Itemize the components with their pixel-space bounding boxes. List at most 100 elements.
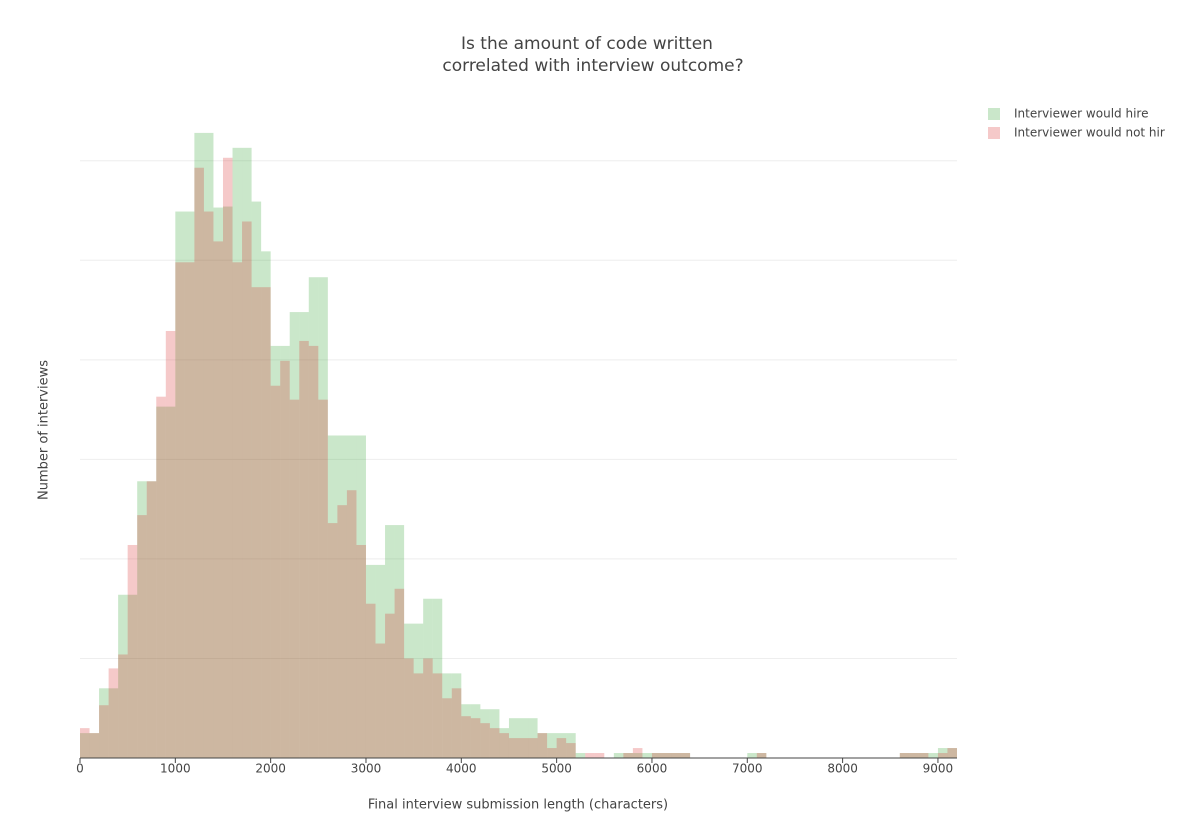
x-axis-title: Final interview submission length (chara…: [368, 798, 668, 813]
bar: [632, 748, 643, 758]
bar: [80, 733, 90, 758]
bar: [118, 654, 128, 758]
bar: [118, 594, 128, 758]
bar: [423, 658, 433, 758]
bar: [327, 523, 338, 758]
bar: [299, 312, 309, 758]
bar: [346, 490, 357, 758]
legend-label: Interviewer would not hir: [1014, 126, 1165, 140]
bar: [518, 738, 529, 758]
bar: [413, 623, 424, 758]
bar: [242, 221, 252, 759]
bar: [137, 515, 147, 758]
bar: [337, 435, 347, 758]
bar: [547, 748, 557, 758]
bar: [213, 241, 223, 758]
bar: [337, 505, 347, 758]
bar: [89, 733, 100, 758]
bar: [661, 753, 672, 758]
bar: [251, 201, 262, 758]
bar: [442, 673, 452, 758]
bar: [184, 211, 195, 759]
y-axis-title: Number of interviews: [37, 360, 52, 500]
bar: [356, 435, 366, 758]
bar: [280, 345, 290, 758]
bar: [308, 277, 319, 758]
bar: [146, 481, 157, 758]
bar: [537, 733, 548, 758]
bar: [909, 753, 919, 758]
chart-title: Is the amount of code written: [461, 34, 713, 54]
bar: [99, 688, 109, 758]
bar: [175, 211, 185, 759]
bar: [194, 167, 204, 758]
bar: [375, 643, 386, 758]
bar: [127, 544, 138, 758]
x-tick-label: 5000: [541, 762, 572, 776]
bar: [756, 753, 767, 758]
bar: [404, 623, 414, 758]
bar: [566, 733, 576, 758]
bar: [251, 287, 262, 758]
bar: [575, 753, 586, 758]
bar: [499, 728, 509, 758]
bar: [470, 704, 481, 758]
bar: [80, 728, 90, 758]
bar: [423, 598, 433, 758]
bar: [566, 743, 576, 758]
bar: [108, 668, 119, 758]
bar: [461, 704, 471, 758]
bar: [222, 157, 233, 758]
bar: [508, 738, 519, 758]
bar: [261, 287, 271, 758]
bar: [299, 340, 309, 758]
bar: [318, 277, 328, 758]
bar: [270, 345, 281, 758]
bar: [156, 406, 166, 758]
bar: [613, 753, 624, 758]
bar: [222, 206, 233, 758]
bar: [671, 753, 681, 758]
bar: [680, 753, 691, 758]
bar: [404, 658, 414, 758]
bar: [432, 598, 443, 758]
bar: [394, 588, 405, 758]
bar: [918, 753, 929, 758]
x-tick-label: 6000: [637, 762, 668, 776]
bar: [270, 385, 281, 758]
bar: [213, 207, 223, 758]
bar: [680, 753, 691, 758]
bar: [947, 748, 957, 758]
bar: [289, 312, 300, 758]
bar: [480, 723, 490, 758]
bar: [623, 753, 633, 758]
bar: [909, 753, 919, 758]
x-tick-label: 0: [76, 762, 84, 776]
bar: [528, 718, 538, 758]
legend-swatch: [988, 127, 1000, 139]
bar: [184, 262, 195, 758]
bar: [346, 435, 357, 758]
bar: [165, 330, 176, 758]
x-tick-label: 7000: [732, 762, 763, 776]
bar: [89, 733, 100, 758]
bar: [937, 748, 948, 758]
bar: [489, 709, 500, 758]
bar: [632, 753, 643, 758]
x-tick-label: 1000: [160, 762, 191, 776]
bar: [375, 564, 386, 758]
bar: [137, 481, 147, 758]
bar: [365, 603, 376, 758]
bar: [556, 738, 567, 758]
bar: [585, 753, 595, 758]
bar: [642, 753, 652, 758]
bar: [451, 688, 462, 758]
bar: [671, 753, 681, 758]
bar: [156, 396, 166, 758]
bar: [232, 147, 243, 758]
bar: [547, 733, 557, 758]
bar: [451, 673, 462, 758]
bar: [318, 399, 328, 758]
bar: [756, 753, 767, 758]
bar: [385, 613, 395, 758]
